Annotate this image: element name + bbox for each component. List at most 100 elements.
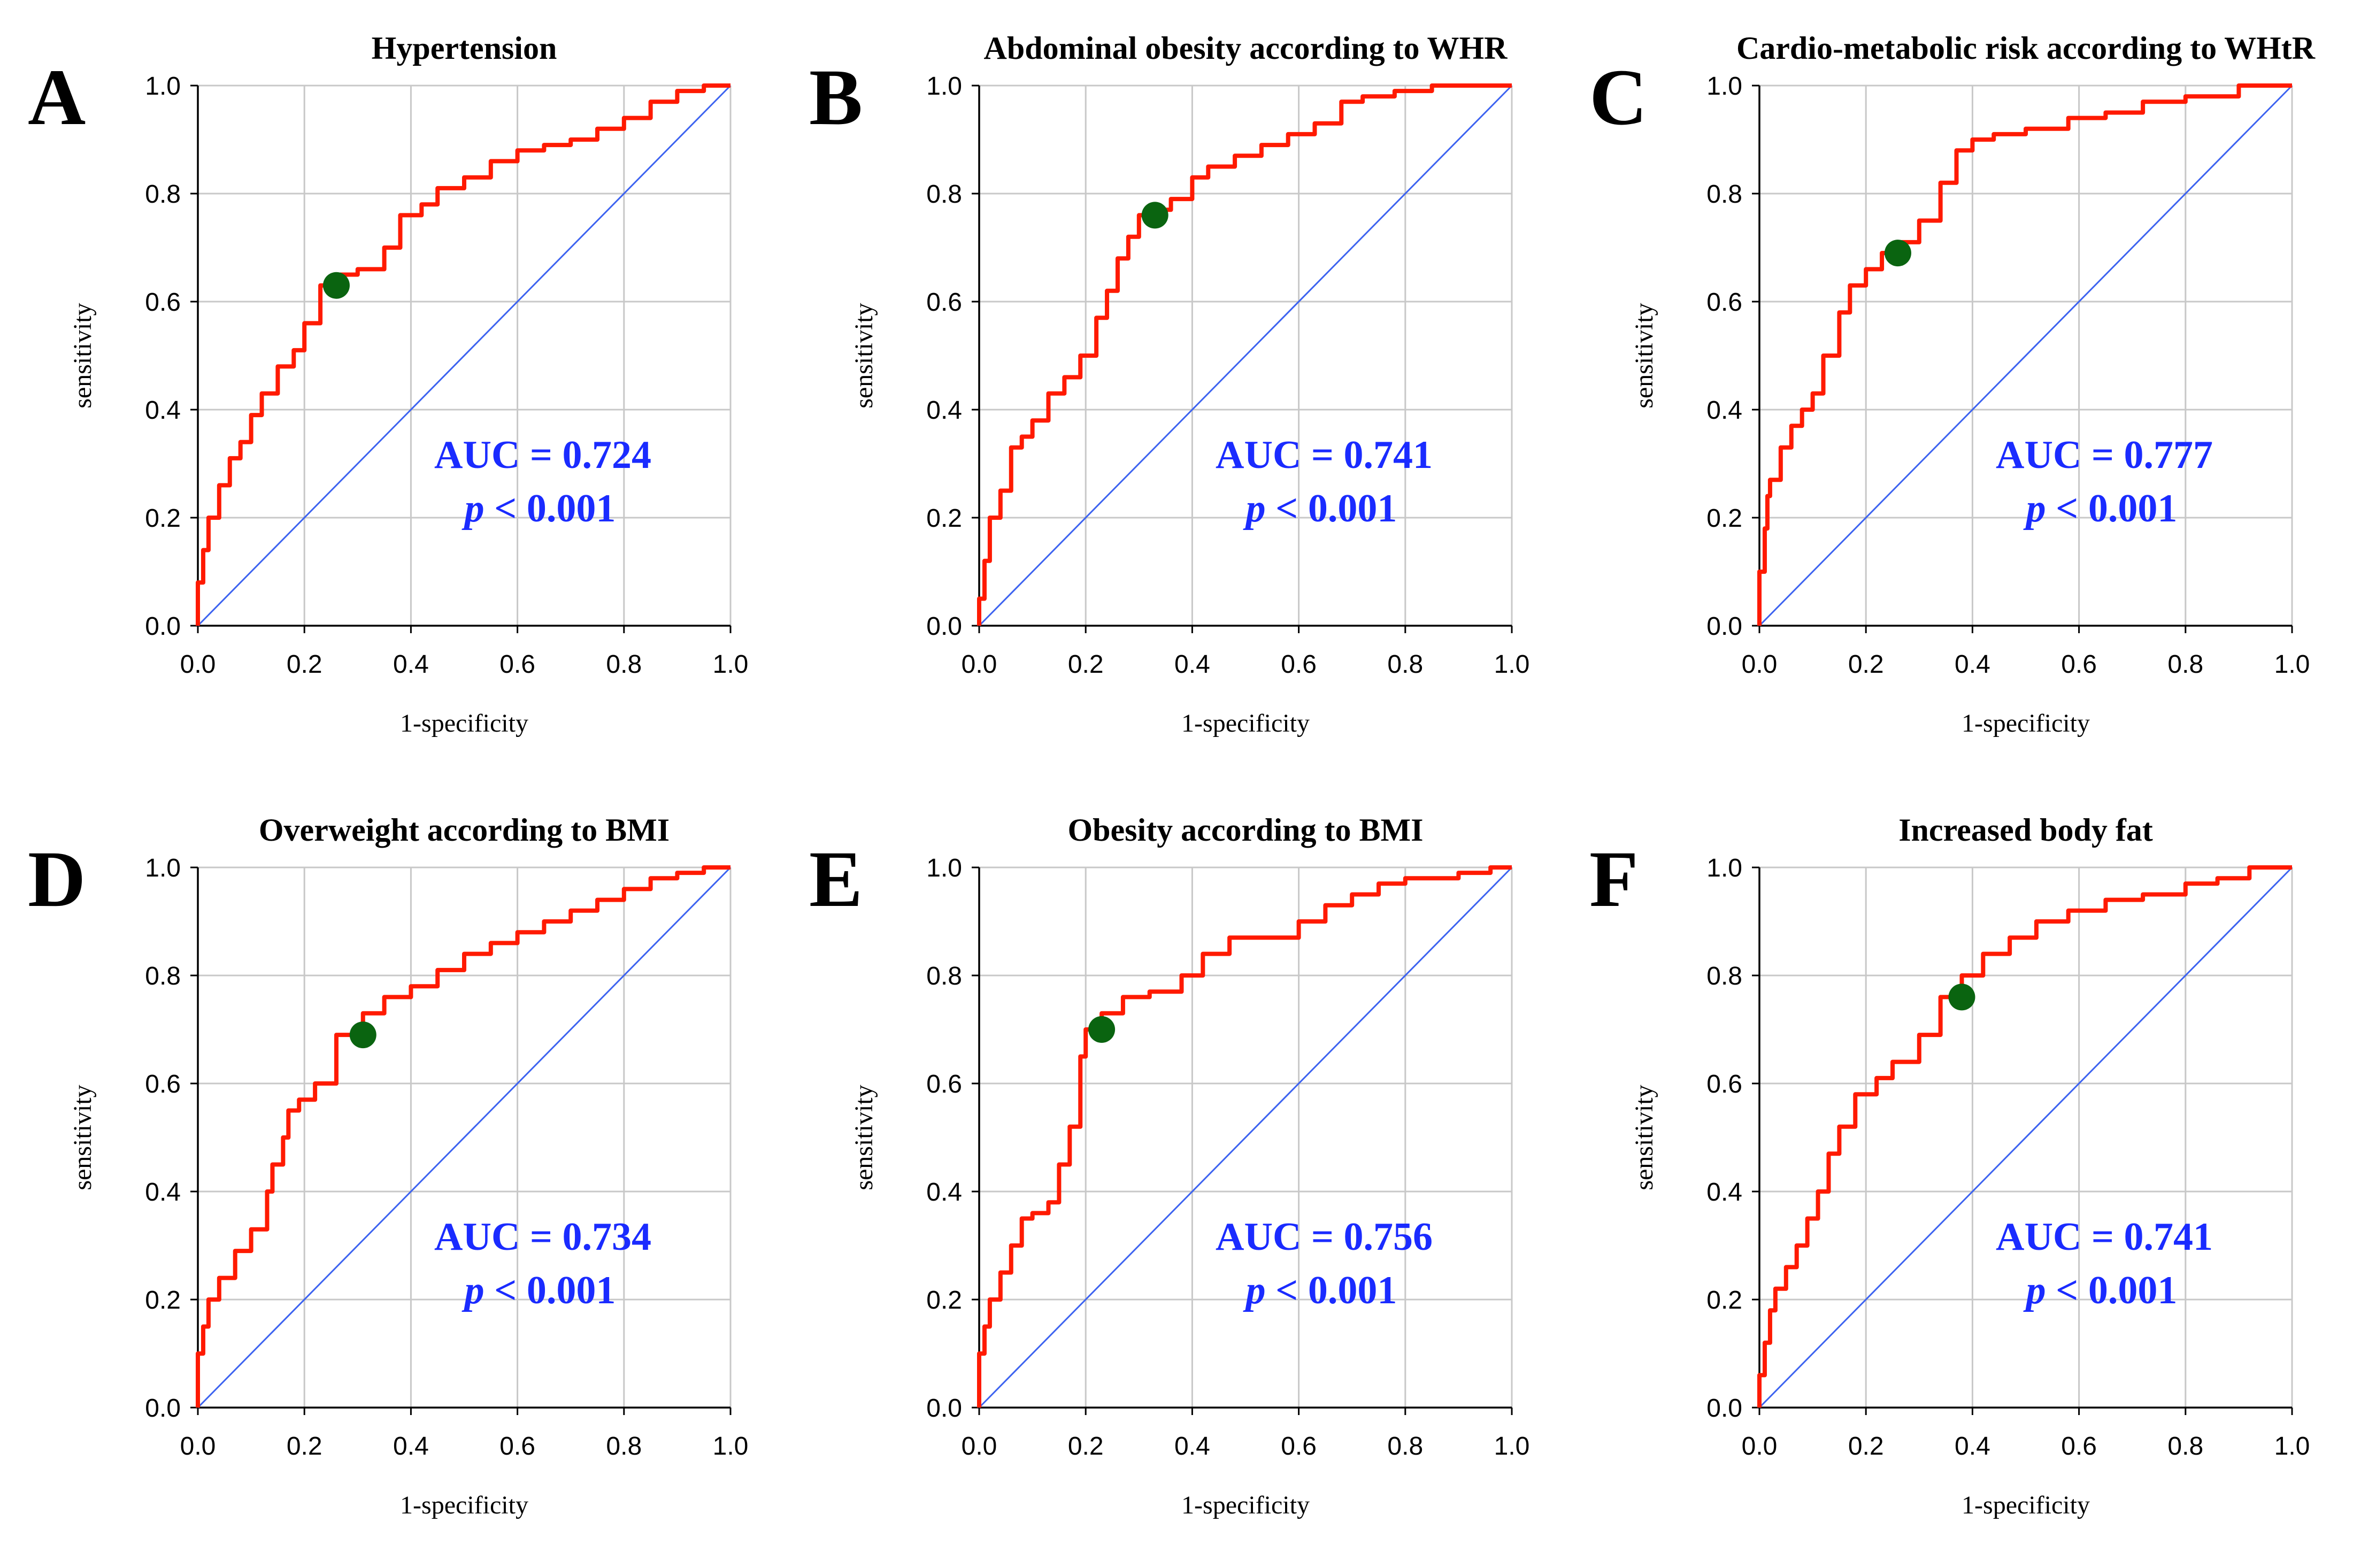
x-tick-label: 0.6 — [1281, 1432, 1317, 1461]
optimal-cutoff-point — [1884, 240, 1911, 267]
roc-curve — [977, 83, 1512, 626]
p-symbol: p — [462, 1269, 485, 1312]
roc-curve — [196, 865, 731, 1408]
x-tick-label: 1.0 — [1494, 1432, 1530, 1461]
p-value-annotation: p < 0.001 — [462, 1269, 616, 1312]
p-value-text: < 0.001 — [494, 1269, 616, 1312]
y-tick-label: 0.6 — [145, 288, 181, 317]
roc-panel-c: 0.0 0.2 0.4 0.6 0.8 1.0 0.0 0.2 0.4 0.6 0.8 1.0 1-sp… — [1589, 30, 2316, 737]
y-axis-label: sensitivity — [68, 303, 97, 408]
panel-letter: F — [1589, 835, 1639, 924]
y-tick-label: 1.0 — [145, 854, 181, 882]
panel-title: Cardio-metabolic risk according to WHtR — [1736, 30, 2316, 66]
x-axis-label: 1-specificity — [1962, 1491, 2090, 1519]
reference-diagonal-line — [1758, 84, 2293, 627]
auc-annotation: AUC = 0.741 — [1216, 433, 1433, 477]
x-tick-label: 0.4 — [1955, 1432, 1990, 1461]
panel-letter: E — [809, 835, 863, 924]
y-tick-label: 0.4 — [1706, 396, 1742, 425]
x-tick-label: 0.0 — [962, 650, 997, 679]
p-value-annotation: p < 0.001 — [1243, 1269, 1397, 1312]
x-tick-label: 0.0 — [962, 1432, 997, 1461]
reference-diagonal-line — [1758, 866, 2293, 1409]
p-symbol: p — [2023, 487, 2046, 531]
panel-letter: A — [28, 53, 86, 142]
x-tick-label: 0.2 — [1848, 650, 1884, 679]
optimal-cutoff-point — [1948, 983, 1975, 1011]
p-value-annotation: p < 0.001 — [462, 487, 616, 531]
y-tick-label: 1.0 — [145, 72, 181, 101]
y-axis-label: sensitivity — [1630, 1085, 1658, 1190]
y-tick-label: 0.8 — [145, 180, 181, 209]
roc-panel-b: 0.0 0.2 0.4 0.6 0.8 1.0 0.0 0.2 0.4 0.6 0.8 1.0 1-sp… — [809, 30, 1529, 737]
x-tick-label: 0.2 — [1068, 1432, 1104, 1461]
y-tick-label: 0.8 — [926, 962, 962, 990]
x-tick-label: 0.0 — [1742, 650, 1778, 679]
panel-title: Obesity according to BMI — [1068, 812, 1424, 848]
y-tick-label: 1.0 — [1706, 854, 1742, 882]
y-tick-label: 0.2 — [145, 504, 181, 533]
reference-diagonal-line — [197, 84, 732, 627]
optimal-cutoff-point — [1088, 1016, 1116, 1043]
x-tick-label: 0.4 — [1174, 650, 1210, 679]
y-tick-label: 0.0 — [926, 612, 962, 641]
roc-panel-f: 0.0 0.2 0.4 0.6 0.8 1.0 0.0 0.2 0.4 0.6 0.8 1.0 1-sp… — [1589, 812, 2310, 1519]
y-tick-label: 0.8 — [1706, 180, 1742, 209]
auc-annotation: AUC = 0.756 — [1216, 1215, 1433, 1259]
y-tick-label: 1.0 — [926, 72, 962, 101]
y-tick-label: 0.4 — [145, 1178, 181, 1206]
x-tick-label: 0.4 — [393, 1432, 429, 1461]
x-tick-label: 0.4 — [1174, 1432, 1210, 1461]
reference-diagonal-line — [197, 866, 732, 1409]
p-value-text: < 0.001 — [2056, 1269, 2177, 1312]
panel-title: Abdominal obesity according to WHR — [984, 30, 1508, 66]
p-value-text: < 0.001 — [1275, 487, 1397, 531]
x-tick-label: 0.4 — [1955, 650, 1990, 679]
y-axis-label: sensitivity — [850, 303, 878, 408]
y-tick-label: 1.0 — [926, 854, 962, 882]
x-tick-label: 0.2 — [287, 650, 322, 679]
x-axis-label: 1-specificity — [1962, 709, 2090, 737]
y-tick-label: 0.6 — [926, 1070, 962, 1098]
x-tick-label: 1.0 — [2274, 1432, 2310, 1461]
y-tick-label: 0.8 — [145, 962, 181, 990]
reference-diagonal-line — [978, 866, 1513, 1409]
p-value-spacer — [1266, 1269, 1276, 1312]
y-tick-label: 0.0 — [1706, 1394, 1742, 1423]
p-value-spacer — [2046, 487, 2056, 531]
auc-annotation: AUC = 0.741 — [1996, 1215, 2213, 1259]
p-value-annotation: p < 0.001 — [2023, 1269, 2178, 1312]
p-value-spacer — [2046, 1269, 2056, 1312]
p-value-annotation: p < 0.001 — [1243, 487, 1397, 531]
y-tick-label: 0.8 — [1706, 962, 1742, 990]
y-tick-label: 0.2 — [926, 1286, 962, 1315]
y-tick-label: 0.4 — [926, 396, 962, 425]
x-tick-label: 0.2 — [1848, 1432, 1884, 1461]
roc-curve — [1757, 865, 2292, 1408]
p-value-text: < 0.001 — [2056, 487, 2177, 531]
x-tick-label: 0.8 — [606, 1432, 642, 1461]
x-tick-label: 1.0 — [2274, 650, 2310, 679]
y-tick-label: 0.0 — [145, 612, 181, 641]
y-tick-label: 0.4 — [926, 1178, 962, 1206]
y-tick-label: 0.6 — [1706, 288, 1742, 317]
y-tick-label: 0.0 — [145, 1394, 181, 1423]
roc-panel-a: 0.0 0.2 0.4 0.6 0.8 1.0 0.0 0.2 0.4 0.6 0.8 1.0 1-sp… — [28, 30, 748, 737]
y-tick-label: 0.2 — [926, 504, 962, 533]
x-axis-label: 1-specificity — [400, 1491, 528, 1519]
panel-title: Overweight according to BMI — [259, 812, 670, 848]
roc-curve — [1757, 83, 2292, 626]
panel-title: Increased body fat — [1898, 812, 2153, 848]
x-tick-label: 0.8 — [2167, 650, 2203, 679]
p-value-text: < 0.001 — [1275, 1269, 1397, 1312]
x-axis-label: 1-specificity — [1181, 709, 1310, 737]
auc-annotation: AUC = 0.777 — [1996, 433, 2213, 477]
x-tick-label: 0.0 — [1742, 1432, 1778, 1461]
x-tick-label: 0.2 — [287, 1432, 322, 1461]
x-tick-label: 1.0 — [713, 1432, 749, 1461]
panel-letter: D — [28, 835, 86, 924]
y-tick-label: 0.6 — [145, 1070, 181, 1098]
auc-annotation: AUC = 0.724 — [434, 433, 651, 477]
reference-diagonal-line — [978, 84, 1513, 627]
